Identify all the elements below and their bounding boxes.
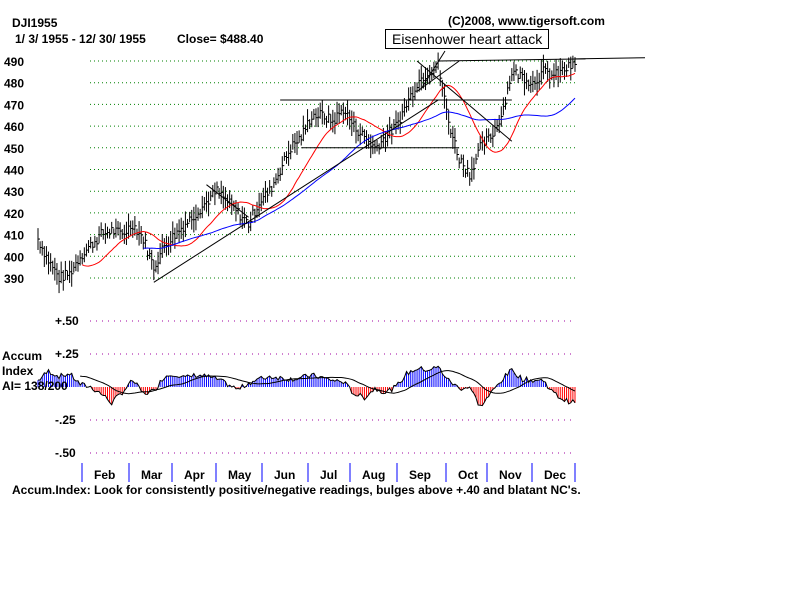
- price-tick-label: 390: [4, 272, 24, 286]
- price-tick-label: 430: [4, 185, 24, 199]
- trendline: [206, 184, 249, 218]
- accum-footer: Accum.Index: Look for consistently posit…: [12, 483, 581, 497]
- date-range: 1/ 3/ 1955 - 12/ 30/ 1955: [15, 32, 146, 46]
- long-moving-average-line: [143, 97, 576, 249]
- month-label: Oct: [458, 468, 478, 482]
- trendline: [438, 58, 586, 62]
- annotation-pointer: [421, 50, 446, 88]
- price-tick-label: 480: [4, 77, 24, 91]
- accum-tick-label: +.25: [55, 347, 79, 361]
- trendline: [153, 99, 439, 283]
- month-label: Apr: [184, 468, 205, 482]
- price-tick-label: 490: [4, 55, 24, 69]
- month-label: Jul: [320, 468, 337, 482]
- accum-moving-average-line: [80, 370, 576, 395]
- short-moving-average-line: [82, 72, 576, 267]
- month-label: Mar: [141, 468, 163, 482]
- trendline: [416, 60, 513, 142]
- month-label: Aug: [362, 468, 385, 482]
- price-tick-label: 420: [4, 207, 24, 221]
- month-label: Dec: [544, 468, 566, 482]
- chart-symbol: DJI1955: [12, 16, 58, 30]
- copyright: (C)2008, www.tigersoft.com: [448, 14, 605, 28]
- month-label: Nov: [499, 468, 522, 482]
- accum-tick-label: +.50: [55, 314, 79, 328]
- month-label: Feb: [94, 468, 115, 482]
- close-price: Close= $488.40: [177, 32, 264, 46]
- price-tick-label: 440: [4, 164, 24, 178]
- month-label: Sep: [409, 468, 431, 482]
- month-label: Jun: [274, 468, 295, 482]
- index-label: Index: [2, 364, 34, 378]
- price-tick-label: 460: [4, 120, 24, 134]
- accum-tick-label: -.25: [55, 413, 76, 427]
- accum-label: Accum: [2, 349, 43, 363]
- price-tick-label: 470: [4, 98, 24, 112]
- price-tick-label: 450: [4, 142, 24, 156]
- price-tick-label: 400: [4, 250, 24, 264]
- trendline: [574, 57, 646, 60]
- trendline: [416, 60, 460, 92]
- event-annotation: Eisenhower heart attack: [385, 29, 550, 49]
- price-tick-label: 410: [4, 229, 24, 243]
- ai-value: AI= 138/200: [2, 379, 68, 393]
- accum-line: [37, 365, 576, 407]
- month-label: May: [228, 468, 252, 482]
- accum-tick-label: -.50: [55, 446, 76, 460]
